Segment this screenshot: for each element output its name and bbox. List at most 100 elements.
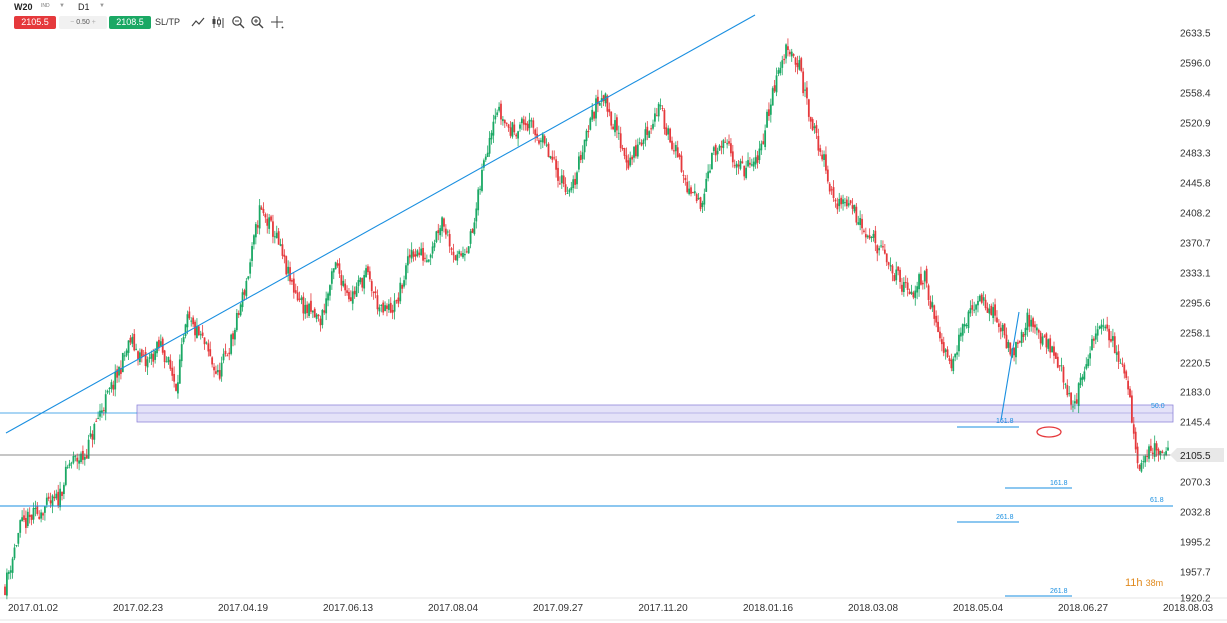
candle-up (399, 282, 402, 302)
candle-up (1098, 326, 1101, 329)
candle-down (819, 148, 822, 152)
candle-up (406, 256, 409, 266)
candle-down (551, 156, 554, 160)
candle-down (340, 274, 343, 286)
candle-up (726, 143, 729, 145)
candle-down (809, 116, 812, 122)
candle-down (730, 143, 732, 154)
candle-down (684, 177, 687, 181)
candle-up (13, 547, 16, 559)
candle-down (418, 252, 421, 255)
candle-up (1073, 401, 1076, 404)
candle-up (475, 208, 478, 222)
candle-up (425, 260, 428, 262)
candle-up (709, 170, 711, 173)
candle-up (769, 104, 772, 115)
candle-up (1142, 461, 1145, 463)
candle-up (659, 105, 662, 107)
zoom-in-icon[interactable] (250, 15, 264, 29)
candle-up (469, 231, 472, 244)
candle-down (85, 455, 88, 459)
y-tick-label: 2145.4 (1180, 418, 1211, 429)
candle-up (944, 349, 947, 352)
candle-down (606, 95, 609, 112)
candle-down (532, 120, 535, 128)
plus-icon[interactable]: + (91, 19, 96, 26)
candle-up (545, 144, 548, 146)
fib-label: 50.0 (1151, 403, 1165, 410)
candle-down (353, 290, 356, 295)
candle-down (828, 183, 831, 192)
candle-up (68, 463, 71, 466)
candle-up (1094, 333, 1097, 340)
candle-down (901, 284, 903, 292)
candle-down (646, 126, 649, 135)
candle-down (524, 122, 527, 126)
candle-down (1022, 334, 1025, 337)
candle-down (133, 333, 136, 351)
candle-up (629, 157, 632, 166)
candle-up (78, 460, 81, 464)
buy-button[interactable]: 2108.5 (109, 16, 151, 29)
candle-up (657, 103, 660, 117)
sltp-button[interactable]: SL/TP (155, 17, 181, 27)
candle-up (127, 340, 130, 353)
candle-down (825, 154, 827, 171)
candle-up (978, 295, 981, 302)
candle-up (598, 102, 601, 106)
candlestick-icon[interactable] (211, 15, 225, 29)
candle-up (754, 157, 757, 165)
candle-up (956, 352, 958, 355)
candle-down (724, 141, 727, 143)
candle-down (1018, 340, 1021, 343)
candle-up (975, 304, 977, 310)
candle-up (1030, 319, 1033, 327)
x-tick-label: 2017.08.04 (428, 603, 478, 614)
candle-up (19, 520, 22, 533)
candle-up (566, 192, 569, 194)
minus-icon[interactable]: − (70, 19, 75, 26)
symbol-dropdown-icon[interactable]: ▼ (59, 3, 65, 9)
candle-up (1148, 446, 1150, 459)
candle-down (811, 119, 814, 131)
candle-up (804, 89, 806, 91)
candle-down (4, 586, 6, 595)
sell-button[interactable]: 2105.5 (14, 16, 56, 29)
candle-down (175, 383, 177, 391)
zoom-out-icon[interactable] (231, 15, 245, 29)
candle-up (121, 352, 124, 373)
candle-down (986, 307, 989, 313)
y-tick-label: 2633.5 (1180, 29, 1211, 40)
highlight-ellipse (1036, 426, 1062, 438)
candle-down (948, 358, 951, 361)
candle-up (70, 462, 73, 464)
candle-up (235, 312, 238, 331)
candle-down (756, 155, 759, 163)
candle-up (7, 571, 10, 574)
candle-up (1153, 443, 1156, 457)
candle-down (800, 58, 803, 72)
candle-down (137, 351, 139, 359)
candle-up (64, 466, 67, 485)
symbol-name[interactable]: W20 (14, 2, 33, 12)
candle-up (688, 188, 691, 195)
timeframe-dropdown-icon[interactable]: ▼ (99, 3, 105, 9)
line-chart-icon[interactable] (191, 15, 205, 29)
candle-up (758, 148, 761, 161)
candle-down (792, 54, 795, 56)
candle-up (1100, 324, 1103, 329)
candle-up (1119, 362, 1122, 364)
candle-down (547, 143, 550, 157)
crosshair-icon[interactable] (270, 15, 284, 29)
candle-up (6, 572, 8, 596)
candle-up (771, 88, 774, 106)
spread-value[interactable]: 0.50 (76, 19, 90, 26)
candle-down (788, 51, 791, 55)
candle-down (1149, 445, 1152, 451)
countdown-hours: 11h (1125, 577, 1143, 589)
candle-down (587, 130, 590, 133)
timeframe-select[interactable]: D1 (78, 2, 90, 12)
candle-down (296, 292, 299, 301)
candle-up (701, 202, 704, 208)
